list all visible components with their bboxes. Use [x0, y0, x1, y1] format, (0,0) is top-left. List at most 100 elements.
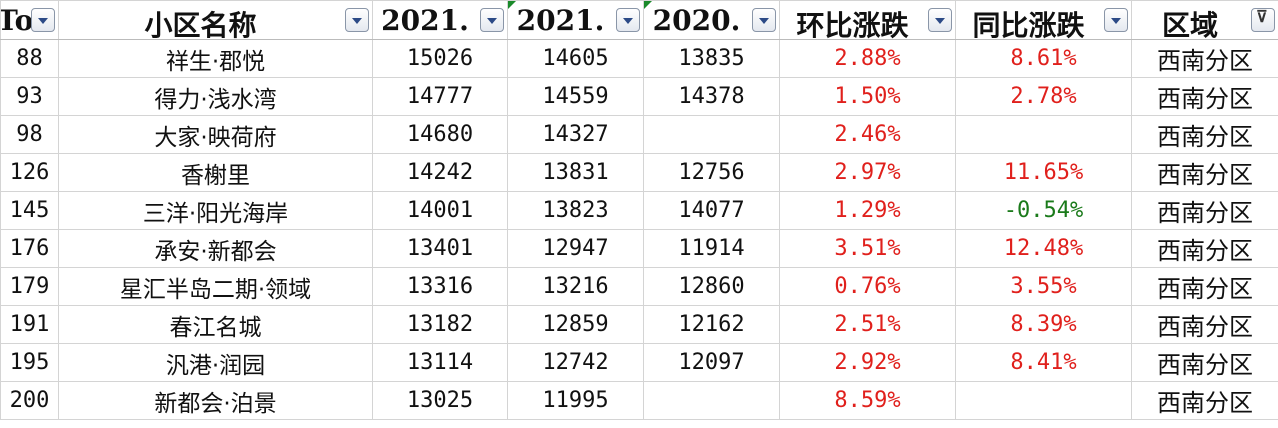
- cell-mom[interactable]: 3.51%: [779, 229, 956, 268]
- cell-a[interactable]: 13182: [372, 305, 508, 344]
- header-label: 区域: [1161, 9, 1218, 40]
- cell-yoy[interactable]: [955, 115, 1132, 154]
- cell-name[interactable]: 得力·浅水湾: [58, 77, 373, 116]
- cell-region[interactable]: 西南分区: [1131, 153, 1278, 192]
- cell-name[interactable]: 三洋·阳光海岸: [58, 191, 373, 230]
- cell-region[interactable]: 西南分区: [1131, 77, 1278, 116]
- cell-name[interactable]: 春江名城: [58, 305, 373, 344]
- cell-mom[interactable]: 2.97%: [779, 153, 956, 192]
- filter-dropdown-button[interactable]: [480, 8, 504, 32]
- cell-rank[interactable]: 98: [0, 115, 59, 154]
- cell-rank[interactable]: 179: [0, 267, 59, 306]
- cell-c[interactable]: 14077: [643, 191, 780, 230]
- cell-c[interactable]: 13835: [643, 39, 780, 78]
- cell-c[interactable]: 11914: [643, 229, 780, 268]
- column-header: 小区名称: [58, 0, 373, 40]
- cell-name[interactable]: 承安·新都会: [58, 229, 373, 268]
- cell-name[interactable]: 香榭里: [58, 153, 373, 192]
- cell-b[interactable]: 14605: [507, 39, 644, 78]
- cell-yoy[interactable]: 8.39%: [955, 305, 1132, 344]
- cell-name[interactable]: 汎港·润园: [58, 343, 373, 382]
- cell-rank[interactable]: 191: [0, 305, 59, 344]
- cell-yoy[interactable]: 8.41%: [955, 343, 1132, 382]
- cell-region[interactable]: 西南分区: [1131, 305, 1278, 344]
- cell-b[interactable]: 12947: [507, 229, 644, 268]
- cell-yoy[interactable]: 2.78%: [955, 77, 1132, 116]
- cell-a[interactable]: 15026: [372, 39, 508, 78]
- cell-a[interactable]: 13025: [372, 381, 508, 420]
- cell-rank[interactable]: 200: [0, 381, 59, 420]
- cell-mom[interactable]: 2.92%: [779, 343, 956, 382]
- cell-name[interactable]: 新都会·泊景: [58, 381, 373, 420]
- cell-c[interactable]: [643, 381, 780, 420]
- cell-rank[interactable]: 176: [0, 229, 59, 268]
- cell-b[interactable]: 13216: [507, 267, 644, 306]
- cell-mom[interactable]: 2.88%: [779, 39, 956, 78]
- cell-mom[interactable]: 8.59%: [779, 381, 956, 420]
- cell-b[interactable]: 14327: [507, 115, 644, 154]
- table-row: 191 春江名城 13182 12859 12162 2.51% 8.39% 西南分区: [0, 305, 1278, 344]
- cell-a[interactable]: 13114: [372, 343, 508, 382]
- cell-rank[interactable]: 126: [0, 153, 59, 192]
- table-row: 88 祥生·郡悦 15026 14605 13835 2.88% 8.61% 西南分区: [0, 39, 1278, 78]
- cell-a[interactable]: 14001: [372, 191, 508, 230]
- cell-yoy[interactable]: [955, 381, 1132, 420]
- cell-rank[interactable]: 93: [0, 77, 59, 116]
- cell-yoy[interactable]: 8.61%: [955, 39, 1132, 78]
- cell-b[interactable]: 12859: [507, 305, 644, 344]
- cell-region[interactable]: 西南分区: [1131, 115, 1278, 154]
- cell-rank[interactable]: 88: [0, 39, 59, 78]
- cell-c[interactable]: 12097: [643, 343, 780, 382]
- cell-a[interactable]: 14680: [372, 115, 508, 154]
- filter-dropdown-button[interactable]: [345, 8, 369, 32]
- filter-dropdown-button[interactable]: [928, 8, 952, 32]
- cell-rank[interactable]: 195: [0, 343, 59, 382]
- cell-mom[interactable]: 2.51%: [779, 305, 956, 344]
- cell-mom[interactable]: 1.29%: [779, 191, 956, 230]
- cell-yoy[interactable]: 12.48%: [955, 229, 1132, 268]
- cell-name[interactable]: 大家·映荷府: [58, 115, 373, 154]
- cell-b[interactable]: 12742: [507, 343, 644, 382]
- cell-b[interactable]: 11995: [507, 381, 644, 420]
- header-label: 2021.: [516, 4, 605, 37]
- cell-c[interactable]: [643, 115, 780, 154]
- cell-b[interactable]: 13823: [507, 191, 644, 230]
- filter-dropdown-button[interactable]: [31, 8, 55, 32]
- filter-active-icon[interactable]: [1251, 7, 1275, 32]
- cell-region[interactable]: 西南分区: [1131, 343, 1278, 382]
- table-row: 126 香榭里 14242 13831 12756 2.97% 11.65% 西南分区: [0, 153, 1278, 192]
- cell-mom[interactable]: 0.76%: [779, 267, 956, 306]
- filter-dropdown-button[interactable]: [616, 8, 640, 32]
- cell-a[interactable]: 14242: [372, 153, 508, 192]
- cell-c[interactable]: 12756: [643, 153, 780, 192]
- cell-mom[interactable]: 1.50%: [779, 77, 956, 116]
- cell-b[interactable]: 14559: [507, 77, 644, 116]
- filter-dropdown-button[interactable]: [752, 8, 776, 32]
- cell-region[interactable]: 西南分区: [1131, 267, 1278, 306]
- cell-region[interactable]: 西南分区: [1131, 39, 1278, 78]
- cell-c[interactable]: 14378: [643, 77, 780, 116]
- cell-rank[interactable]: 145: [0, 191, 59, 230]
- cell-yoy[interactable]: -0.54%: [955, 191, 1132, 230]
- cell-region[interactable]: 西南分区: [1131, 381, 1278, 420]
- column-header: 2021.: [372, 0, 508, 40]
- cell-b[interactable]: 13831: [507, 153, 644, 192]
- cell-c[interactable]: 12162: [643, 305, 780, 344]
- table-row: 200 新都会·泊景 13025 11995 8.59% 西南分区: [0, 381, 1278, 420]
- cell-a[interactable]: 13316: [372, 267, 508, 306]
- cell-name[interactable]: 星汇半岛二期·领域: [58, 267, 373, 306]
- cell-c[interactable]: 12860: [643, 267, 780, 306]
- table-row: 93 得力·浅水湾 14777 14559 14378 1.50% 2.78% 西南分区: [0, 77, 1278, 116]
- cell-a[interactable]: 14777: [372, 77, 508, 116]
- cell-mom[interactable]: 2.46%: [779, 115, 956, 154]
- cell-yoy[interactable]: 3.55%: [955, 267, 1132, 306]
- filter-dropdown-button[interactable]: [1104, 8, 1128, 32]
- cell-region[interactable]: 西南分区: [1131, 229, 1278, 268]
- cell-region[interactable]: 西南分区: [1131, 191, 1278, 230]
- cell-yoy[interactable]: 11.65%: [955, 153, 1132, 192]
- column-header: 环比涨跌: [779, 0, 956, 40]
- cell-a[interactable]: 13401: [372, 229, 508, 268]
- cell-name[interactable]: 祥生·郡悦: [58, 39, 373, 78]
- comment-indicator: [508, 1, 516, 9]
